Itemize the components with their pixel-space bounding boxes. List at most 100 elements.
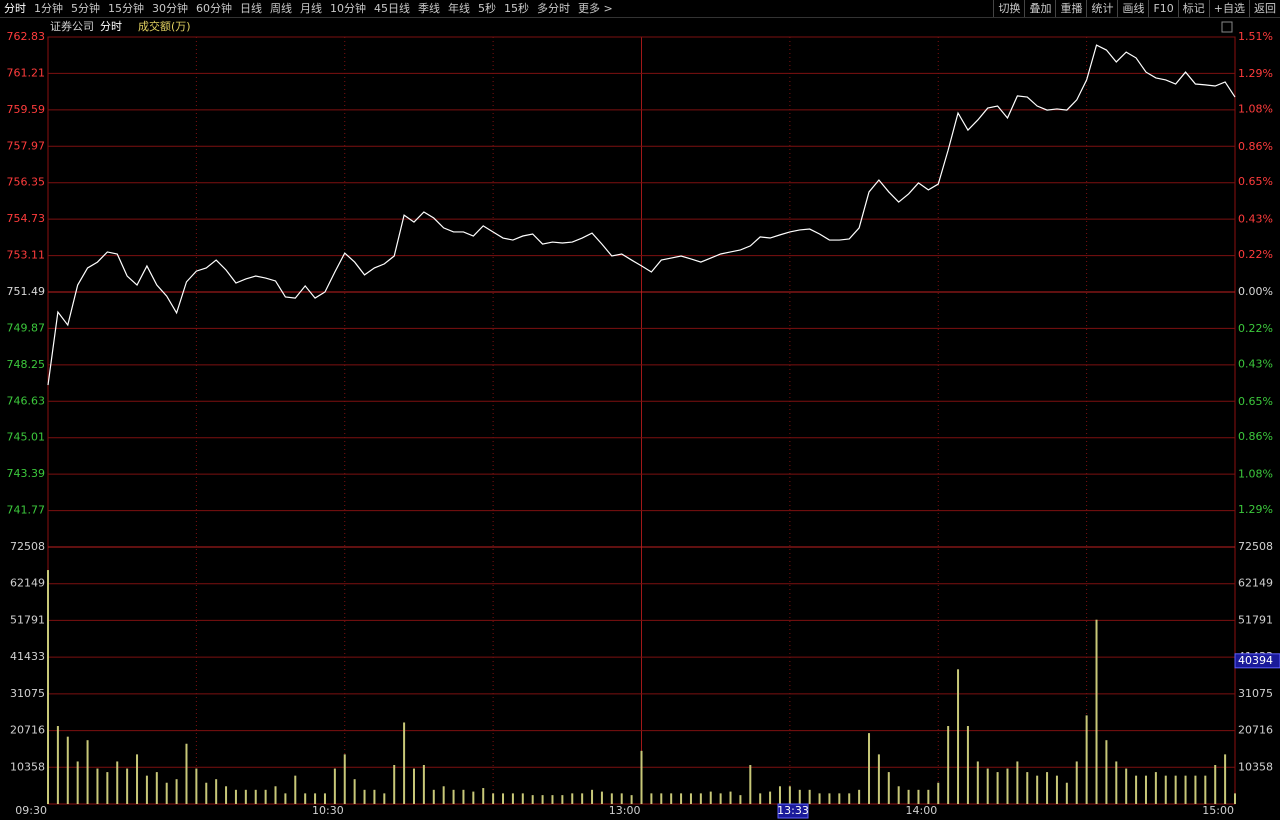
- volume-bar: [680, 793, 683, 804]
- volume-bar: [897, 786, 900, 804]
- volume-bar: [917, 789, 920, 804]
- volume-bar: [254, 789, 257, 804]
- y-tick-label: 745.01: [7, 431, 46, 444]
- volume-bar: [136, 754, 139, 804]
- tool-button[interactable]: 标记: [1177, 0, 1209, 17]
- volume-bar: [1026, 772, 1029, 804]
- volume-bar: [749, 765, 752, 804]
- period-tab[interactable]: 更多 >: [578, 2, 613, 15]
- tool-button[interactable]: 画线: [1117, 0, 1148, 17]
- volume-bar: [215, 779, 218, 804]
- volume-bar: [1065, 782, 1068, 804]
- volume-bar: [966, 726, 969, 804]
- period-tab[interactable]: 分时: [4, 2, 26, 15]
- volume-bar: [294, 775, 297, 804]
- x-tick-label: 13:00: [609, 804, 641, 817]
- volume-bar: [442, 786, 445, 804]
- volume-bar: [1144, 775, 1147, 804]
- y2-tick-label: 0.22%: [1238, 248, 1273, 261]
- y-tick-label: 749.87: [7, 321, 46, 334]
- volume-bar: [778, 786, 781, 804]
- cursor-value-box: [1234, 653, 1280, 669]
- tool-button[interactable]: +自选: [1208, 0, 1249, 17]
- volume-bar: [689, 793, 692, 804]
- volume-bar: [571, 793, 574, 804]
- toolbar: 分时 1分钟 5分钟 15分钟 30分钟 60分钟 日线 周线 月线 10分钟 45日线 季线 年线 5秒…: [0, 0, 1280, 18]
- period-tab[interactable]: 年线: [448, 2, 470, 15]
- period-tab[interactable]: 30分钟: [152, 2, 188, 15]
- tool-button[interactable]: F10: [1148, 0, 1177, 17]
- x-tick-label: 10:30: [312, 804, 344, 817]
- period-tab[interactable]: 日线: [240, 2, 262, 15]
- y-tick-label: 743.39: [7, 467, 46, 480]
- period-tab[interactable]: 周线: [270, 2, 292, 15]
- tool-button[interactable]: 统计: [1086, 0, 1117, 17]
- volume-bar: [818, 793, 821, 804]
- period-tab[interactable]: 5秒: [478, 2, 496, 15]
- volume-bar: [155, 772, 158, 804]
- volume-bar: [422, 765, 425, 804]
- volume-bar: [640, 750, 643, 804]
- period-tab[interactable]: 季线: [418, 2, 440, 15]
- volume-bar: [452, 789, 455, 804]
- volume-bar: [709, 791, 712, 804]
- period-tabs: 分时 1分钟 5分钟 15分钟 30分钟 60分钟 日线 周线 月线 10分钟 45日线 季线 年线 5秒…: [0, 0, 617, 17]
- volume-bar: [957, 669, 960, 804]
- y2-tick-label: 0.65%: [1238, 175, 1273, 188]
- volume-bar: [581, 793, 584, 804]
- volume-bar: [719, 793, 722, 804]
- y-tick-label: 72508: [10, 540, 45, 553]
- volume-bar: [432, 789, 435, 804]
- y2-tick-label: 0.86%: [1238, 140, 1273, 153]
- tool-button[interactable]: 切换: [993, 0, 1024, 17]
- period-tab[interactable]: 多分时: [537, 2, 570, 15]
- panel-icon[interactable]: [1221, 21, 1233, 33]
- volume-bar: [511, 793, 514, 804]
- y-tick-label: 753.11: [7, 249, 46, 262]
- y2-tick-label: 1.08%: [1238, 103, 1273, 116]
- volume-bar: [1095, 619, 1098, 804]
- volume-bar: [234, 789, 237, 804]
- volume-title: 成交额(万): [138, 19, 191, 33]
- tool-button[interactable]: 重播: [1055, 0, 1086, 17]
- period-tab[interactable]: 15秒: [504, 2, 529, 15]
- period-tab[interactable]: 45日线: [374, 2, 410, 15]
- y2-tick-label: 0.65%: [1238, 395, 1273, 408]
- volume-bar: [1016, 761, 1019, 804]
- volume-bar: [304, 793, 307, 804]
- cursor-value: 40394: [1238, 654, 1273, 667]
- volume-bar: [887, 772, 890, 804]
- volume-bar: [798, 789, 801, 804]
- y2-tick-label: 1.51%: [1238, 30, 1273, 43]
- volume-bar: [195, 768, 198, 804]
- volume-bar: [1105, 740, 1108, 804]
- price-line: [47, 44, 1236, 386]
- period-tab[interactable]: 10分钟: [330, 2, 366, 15]
- volume-bar: [650, 793, 653, 804]
- tool-button[interactable]: 返回: [1249, 0, 1280, 17]
- period-tab[interactable]: 15分钟: [108, 2, 144, 15]
- y-tick-label: 751.49: [7, 285, 46, 298]
- period-tab[interactable]: 月线: [300, 2, 322, 15]
- volume-bar: [1234, 793, 1236, 804]
- mode-label: 分时: [100, 20, 122, 33]
- volume-bar: [838, 793, 841, 804]
- y-tick-label: 762.83: [7, 30, 46, 43]
- volume-bar: [531, 795, 534, 804]
- period-tab[interactable]: 60分钟: [196, 2, 232, 15]
- y-tick-label: 20716: [1238, 724, 1273, 737]
- y2-tick-label: 0.43%: [1238, 358, 1273, 371]
- tool-button[interactable]: 叠加: [1024, 0, 1055, 17]
- volume-bar: [670, 793, 673, 804]
- volume-bar: [323, 793, 326, 804]
- y2-tick-label: 0.43%: [1238, 212, 1273, 225]
- cursor-time: 13:33: [777, 804, 809, 817]
- volume-bar: [116, 761, 119, 804]
- period-tab[interactable]: 5分钟: [71, 2, 100, 15]
- period-tab[interactable]: 1分钟: [34, 2, 63, 15]
- cursor-time-box: [777, 803, 809, 819]
- volume-bar: [393, 765, 396, 804]
- volume-bar: [1075, 761, 1078, 804]
- y2-tick-label: 0.22%: [1238, 322, 1273, 335]
